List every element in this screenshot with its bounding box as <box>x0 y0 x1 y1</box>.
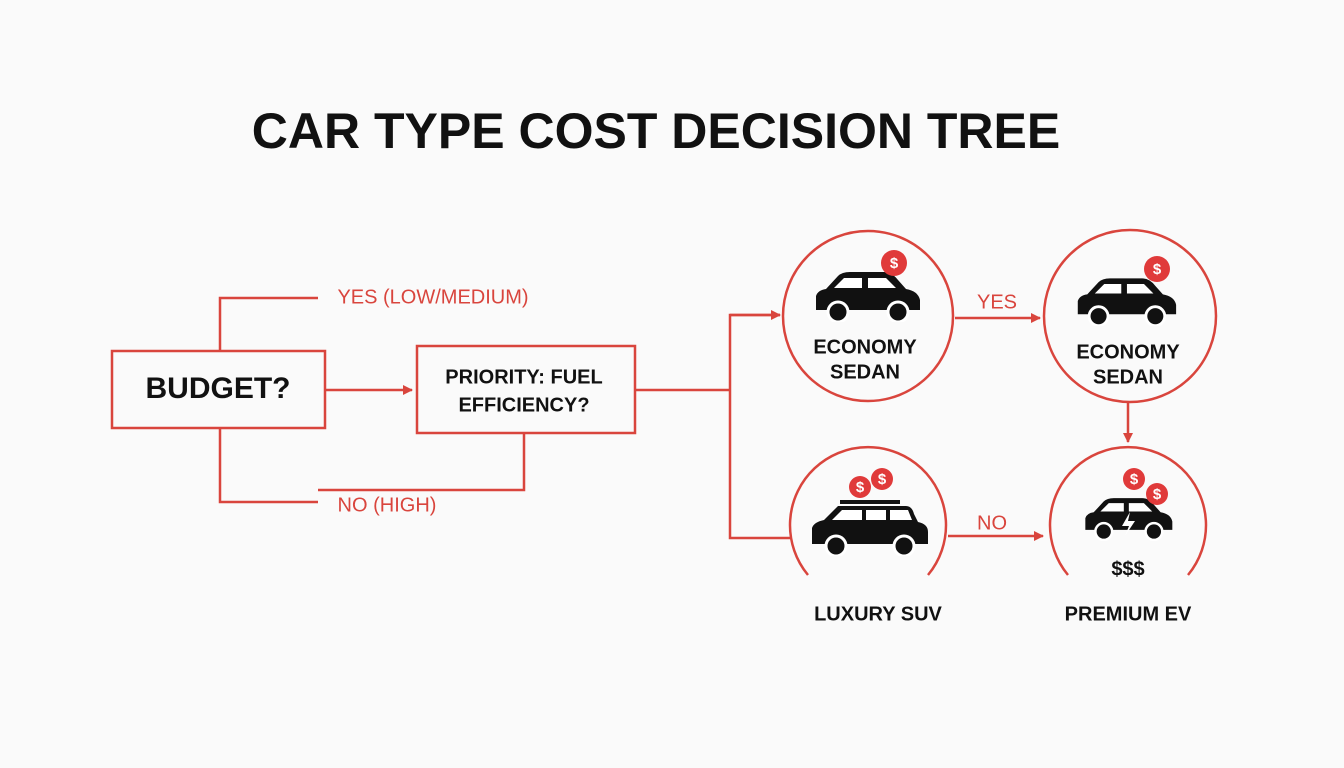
node-circle <box>781 229 955 403</box>
badge-symbol: $ <box>890 255 899 272</box>
node-label: ECONOMY <box>1076 341 1180 363</box>
edge-label: NO <box>977 512 1007 534</box>
node-label: SEDAN <box>830 361 900 383</box>
car-icon <box>814 272 922 322</box>
badge-symbol: $ <box>1153 486 1162 503</box>
node-label: EFFICIENCY? <box>458 394 589 416</box>
edge-label: YES (LOW/MEDIUM) <box>337 286 528 308</box>
badges: $ $ $ $ $ $ <box>849 250 1170 536</box>
node-label: PREMIUM EV <box>1065 603 1192 625</box>
node-label: ECONOMY <box>813 336 917 358</box>
node-box <box>110 349 327 430</box>
title: CAR TYPE COST DECISION TREE <box>252 103 1060 159</box>
badge-symbol: $ <box>1153 261 1162 278</box>
car-icon <box>810 500 930 556</box>
node-circle <box>788 445 948 576</box>
node-circle <box>1042 228 1218 404</box>
badge-symbol: $ <box>856 479 865 496</box>
edge-label: NO (HIGH) <box>338 494 437 516</box>
connectors <box>218 296 1133 541</box>
car-icon <box>1076 278 1178 326</box>
node-box <box>415 344 637 435</box>
node-label: SEDAN <box>1093 366 1163 388</box>
edge-label: YES <box>977 291 1017 313</box>
node-label: LUXURY SUV <box>814 603 942 625</box>
node-circle <box>1048 445 1208 576</box>
badge-symbol: $ <box>1130 471 1139 488</box>
node-label: PRIORITY: FUEL <box>445 366 602 388</box>
badge-symbol: $ <box>878 471 887 488</box>
node-label: BUDGET? <box>146 372 291 405</box>
price-label: $$$ <box>1111 558 1144 580</box>
